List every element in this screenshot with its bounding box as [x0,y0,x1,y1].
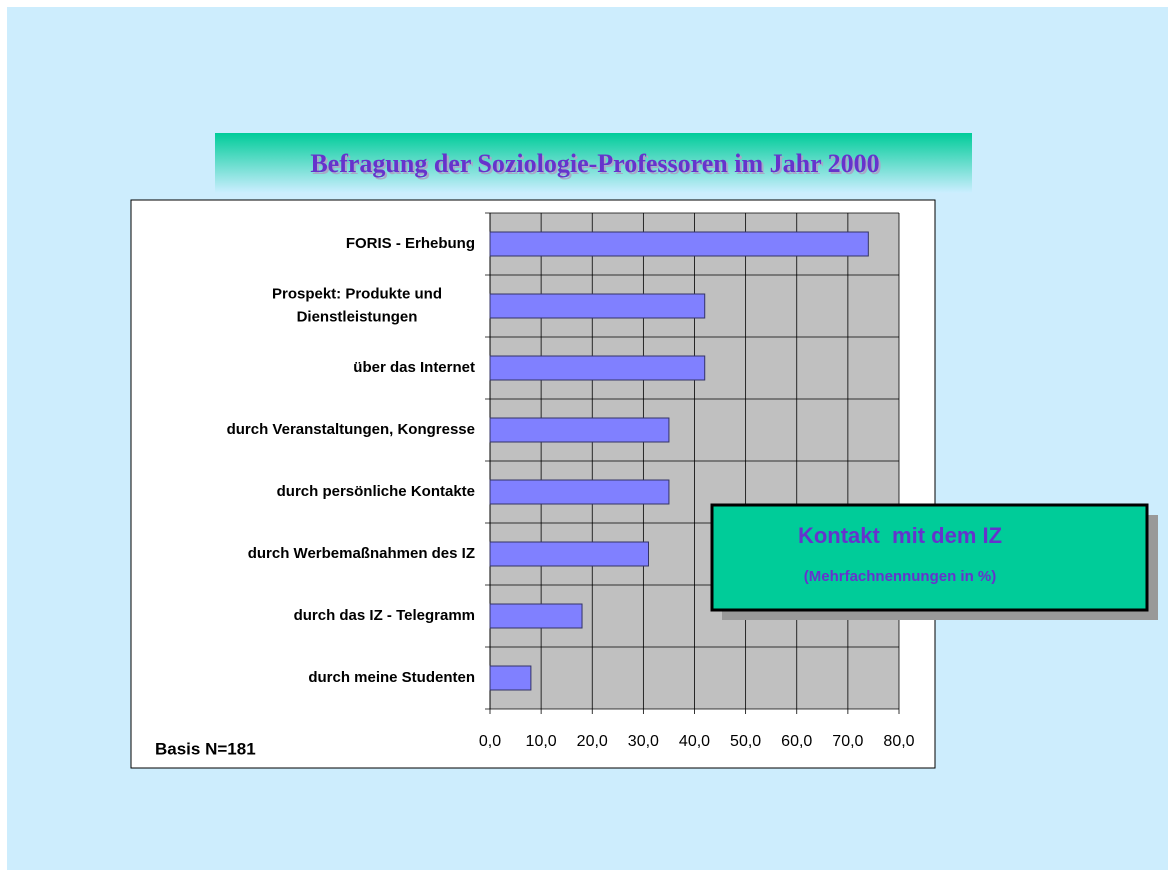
y-tick-label: durch meine Studenten [308,669,475,686]
y-tick-label: Prospekt: Produkte und Dienstleistungen [272,285,442,325]
bar [489,603,583,629]
bar [489,479,670,505]
annotation: Basis N=181 [155,739,256,758]
bar [489,231,869,257]
y-tick-label: FORIS - Erhebung [346,235,475,252]
y-tick-label: durch Werbemaßnahmen des IZ [248,545,475,562]
bar [489,355,706,381]
box-subtitle: (Mehrfachnennungen in %) [804,568,997,585]
x-tick-label: 10,0 [526,733,557,750]
bar [489,293,706,319]
bar [489,417,670,443]
box-title: Kontakt mit dem IZ [798,523,1002,548]
title-shadow: Befragung der Soziologie-Professoren im … [312,151,881,180]
y-tick-label: durch das IZ - Telegramm [294,607,475,624]
x-tick-label: 20,0 [577,733,608,750]
x-tick-label: 50,0 [730,733,761,750]
x-tick-label: 80,0 [883,733,914,750]
x-tick-label: 0,0 [479,733,501,750]
y-tick-label: durch Veranstaltungen, Kongresse [227,421,475,438]
x-tick-label: 70,0 [832,733,863,750]
x-tick-label: 40,0 [679,733,710,750]
title-box [215,133,972,193]
bar [489,665,532,691]
x-tick-label: 30,0 [628,733,659,750]
chart-title: Befragung der Soziologie-Professoren im … [310,149,879,178]
legend-box [710,503,1149,612]
bar [489,541,649,567]
y-tick-label: über das Internet [353,359,475,376]
x-tick-label: 60,0 [781,733,812,750]
y-tick-label: durch persönliche Kontakte [277,483,475,500]
